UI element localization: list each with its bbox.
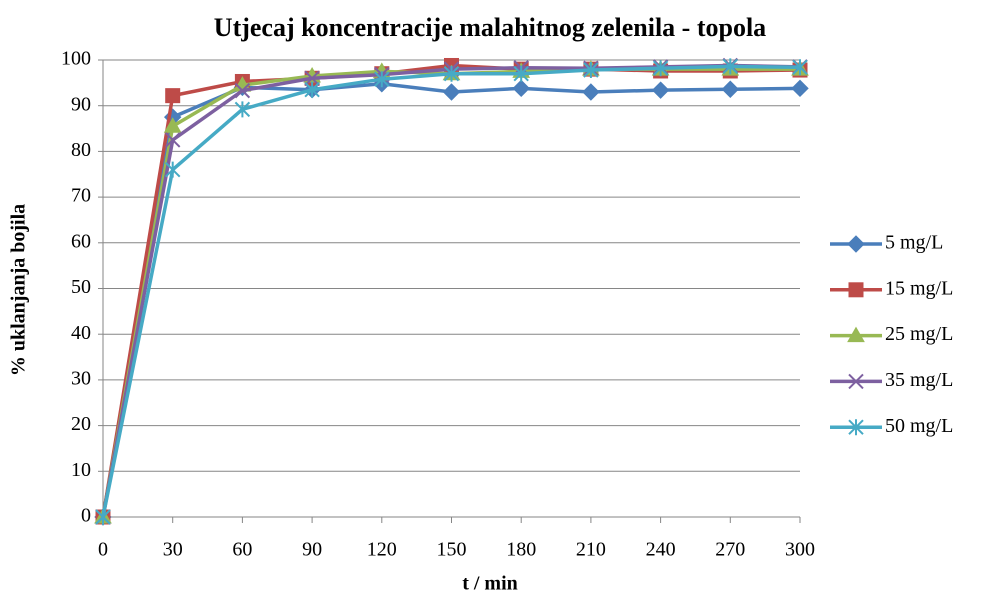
y-tick-label: 80: [71, 139, 91, 161]
x-tick-label: 180: [506, 539, 536, 561]
marker: [234, 82, 251, 99]
series-line: [101, 64, 801, 518]
y-tick-label: 50: [71, 276, 91, 298]
legend-label: 50 mg/L: [885, 415, 953, 437]
x-tick-label: 90: [302, 539, 322, 561]
marker: [721, 80, 740, 98]
marker: [512, 79, 530, 98]
x-tick-label: 210: [576, 539, 606, 561]
legend-label: 5 mg/L: [885, 232, 943, 254]
legend-marker: [847, 235, 865, 253]
marker: [442, 83, 461, 101]
marker: [722, 58, 739, 75]
x-tick-label: 300: [785, 539, 815, 561]
marker: [165, 88, 181, 104]
legend-label: 25 mg/L: [885, 323, 953, 345]
legend-marker: [847, 326, 865, 343]
y-tick-label: 90: [71, 93, 91, 115]
series-line: [101, 63, 801, 518]
legend-label: 15 mg/L: [885, 277, 953, 299]
y-tick-label: 40: [71, 322, 91, 344]
marker: [234, 101, 251, 118]
x-tick-label: 120: [367, 539, 397, 561]
x-tick-label: 60: [232, 539, 252, 561]
legend-marker: [848, 282, 864, 298]
marker: [95, 509, 111, 525]
y-tick-label: 20: [71, 413, 91, 435]
y-axis-label: % uklanjanja bojila: [8, 204, 30, 376]
series-line: [101, 82, 801, 518]
legend-marker: [848, 373, 864, 390]
marker: [583, 62, 599, 79]
marker: [164, 161, 181, 178]
marker: [652, 60, 669, 77]
y-tick-label: 70: [71, 185, 91, 207]
marker: [163, 117, 182, 133]
marker: [582, 83, 600, 101]
marker: [164, 132, 181, 148]
x-axis-label: t / min: [462, 573, 518, 595]
marker: [651, 81, 670, 99]
x-tick-label: 270: [715, 539, 745, 561]
marker: [443, 65, 460, 82]
marker: [792, 59, 808, 76]
x-tick-label: 0: [98, 539, 108, 561]
y-tick-label: 30: [71, 367, 91, 389]
x-tick-label: 240: [646, 539, 676, 561]
marker: [791, 79, 809, 98]
x-tick-label: 150: [437, 539, 467, 561]
chart-title: Utjecaj koncentracije malahitnog zelenil…: [214, 13, 766, 42]
marker: [304, 70, 320, 86]
marker: [304, 81, 320, 98]
x-tick-label: 30: [163, 539, 183, 561]
y-tick-label: 0: [81, 505, 91, 527]
marker: [374, 71, 390, 88]
y-tick-label: 100: [61, 48, 91, 70]
legend-label: 35 mg/L: [885, 369, 953, 391]
series-line: [101, 67, 800, 518]
y-tick-label: 60: [71, 230, 91, 252]
y-tick-label: 10: [71, 459, 91, 481]
marker: [513, 65, 529, 82]
series-line: [101, 63, 801, 518]
legend-marker: [848, 419, 864, 436]
